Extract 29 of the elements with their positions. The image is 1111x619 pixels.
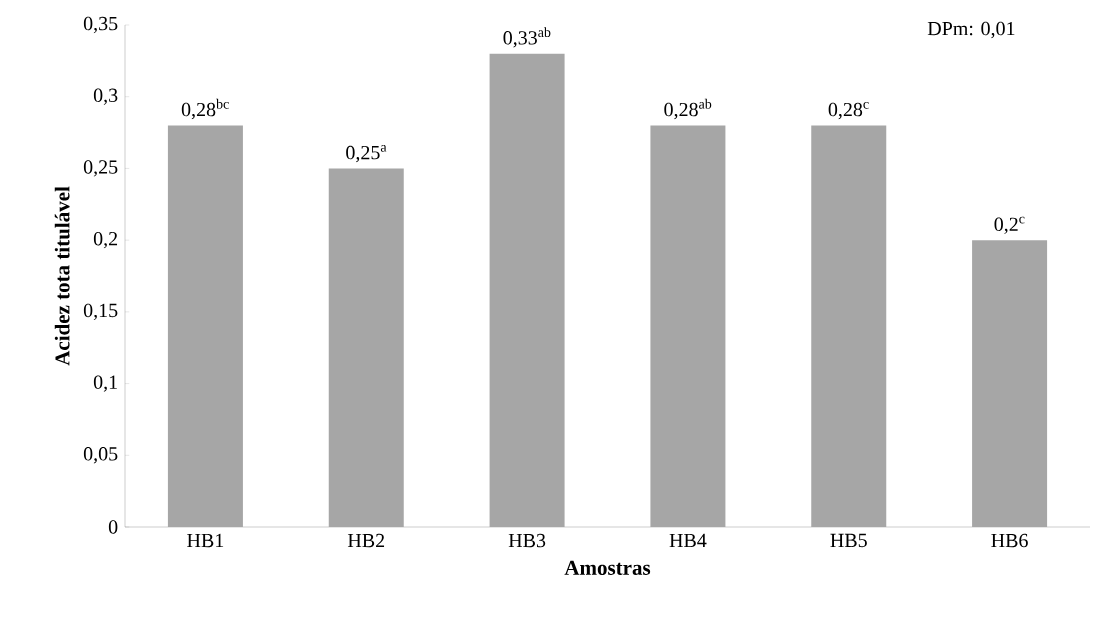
annotation: DPm: 0,01 <box>927 21 1015 39</box>
y-tick-label: 0 <box>108 520 118 534</box>
x-tick-label: HB5 <box>830 533 867 548</box>
bar <box>811 125 887 527</box>
bar <box>167 125 243 527</box>
x-tick-label: HB6 <box>991 533 1028 548</box>
y-axis-title: Acidez tota titulável <box>54 186 70 366</box>
data-label: 0,33$^{ab}$ <box>503 27 551 48</box>
x-tick-label: HB2 <box>347 533 385 548</box>
data-label: 0,28$^{bc}$ <box>181 98 229 120</box>
bar <box>489 53 565 527</box>
y-tick-label: 0,35 <box>83 16 118 34</box>
y-tick-label: 0,2 <box>93 231 118 249</box>
bar <box>972 240 1048 527</box>
x-tick-label: HB4 <box>669 533 707 548</box>
x-axis-title: Amostras <box>564 560 651 575</box>
y-tick-label: 0,05 <box>83 447 118 464</box>
data-label: 0,28$^{c}$ <box>828 101 869 120</box>
data-label: 0,28$^{ab}$ <box>664 98 712 120</box>
y-tick-label: 0,15 <box>83 303 118 321</box>
y-tick-label: 0,1 <box>93 375 117 392</box>
bar <box>328 168 404 527</box>
x-tick-label: HB3 <box>508 533 546 548</box>
bar <box>650 125 726 527</box>
data-label: 0,25$^{a}$ <box>346 145 387 163</box>
y-tick-label: 0,3 <box>93 88 118 105</box>
data-label: 0,2$^{c}$ <box>994 216 1025 234</box>
y-tick-label: 0,25 <box>83 160 118 177</box>
x-tick-label: HB1 <box>187 533 224 548</box>
